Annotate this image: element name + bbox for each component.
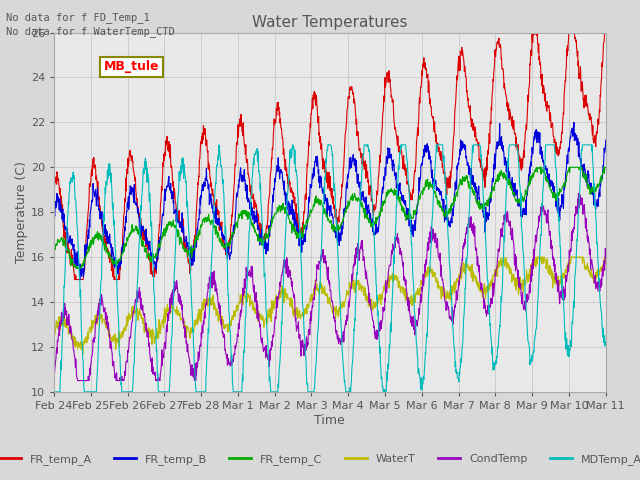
FR_temp_B <box>285 198 292 204</box>
Line: MDTemp_A: MDTemp_A <box>54 145 605 392</box>
FR_temp_B <box>50 211 58 217</box>
CondTemp <box>116 378 124 384</box>
WaterT <box>306 296 314 301</box>
FR_temp_A <box>365 177 372 183</box>
Line: FR_temp_C: FR_temp_C <box>54 167 605 268</box>
WaterT <box>285 295 292 301</box>
CondTemp <box>93 317 101 323</box>
FR_temp_A <box>71 276 79 282</box>
Text: No data for f FD_Temp_1: No data for f FD_Temp_1 <box>6 12 150 23</box>
WaterT <box>602 254 609 260</box>
MDTemp_A <box>602 340 609 346</box>
CondTemp <box>365 284 372 290</box>
FR_temp_B <box>306 192 314 198</box>
Line: FR_temp_A: FR_temp_A <box>54 33 605 279</box>
WaterT <box>116 328 124 334</box>
FR_temp_A <box>93 182 101 188</box>
FR_temp_B <box>76 276 84 282</box>
FR_temp_A <box>285 185 292 191</box>
CondTemp <box>50 373 58 379</box>
MDTemp_A <box>93 381 100 386</box>
FR_temp_B <box>116 264 124 270</box>
MDTemp_A <box>306 389 314 395</box>
FR_temp_A <box>50 179 58 184</box>
FR_temp_C <box>93 230 101 236</box>
X-axis label: Time: Time <box>314 414 345 427</box>
CondTemp <box>296 332 304 337</box>
CondTemp <box>74 378 81 384</box>
WaterT <box>93 322 101 327</box>
FR_temp_C <box>50 243 58 249</box>
FR_temp_A <box>529 30 537 36</box>
FR_temp_C <box>602 164 609 170</box>
FR_temp_C <box>296 233 304 239</box>
Line: CondTemp: CondTemp <box>54 193 605 381</box>
FR_temp_A <box>602 30 609 36</box>
MDTemp_A <box>284 185 292 191</box>
MDTemp_A <box>296 235 304 240</box>
FR_temp_B <box>570 120 578 125</box>
MDTemp_A <box>115 348 123 354</box>
FR_temp_C <box>306 214 314 219</box>
Line: FR_temp_B: FR_temp_B <box>54 122 605 279</box>
FR_temp_B <box>602 137 609 143</box>
Line: WaterT: WaterT <box>54 257 605 354</box>
WaterT <box>296 314 304 320</box>
WaterT <box>532 254 540 260</box>
MDTemp_A <box>50 389 58 395</box>
FR_temp_C <box>365 216 372 222</box>
Legend: FR_temp_A, FR_temp_B, FR_temp_C, WaterT, CondTemp, MDTemp_A: FR_temp_A, FR_temp_B, FR_temp_C, WaterT,… <box>0 450 640 469</box>
WaterT <box>79 351 86 357</box>
FR_temp_C <box>116 258 124 264</box>
Text: MB_tule: MB_tule <box>104 60 159 73</box>
CondTemp <box>285 264 292 270</box>
FR_temp_C <box>72 265 80 271</box>
Text: No data for f WaterTemp_CTD: No data for f WaterTemp_CTD <box>6 26 175 37</box>
MDTemp_A <box>365 144 372 150</box>
FR_temp_B <box>296 239 304 244</box>
Title: Water Temperatures: Water Temperatures <box>252 15 408 30</box>
FR_temp_C <box>532 164 540 170</box>
WaterT <box>365 303 372 309</box>
CondTemp <box>575 191 582 196</box>
FR_temp_B <box>93 192 101 197</box>
MDTemp_A <box>289 142 296 148</box>
CondTemp <box>306 332 314 337</box>
WaterT <box>50 325 58 331</box>
FR_temp_C <box>285 215 292 221</box>
Y-axis label: Temperature (C): Temperature (C) <box>15 161 28 263</box>
FR_temp_A <box>116 276 124 282</box>
FR_temp_B <box>365 202 372 208</box>
FR_temp_A <box>306 131 314 137</box>
CondTemp <box>602 254 609 260</box>
FR_temp_A <box>296 229 304 235</box>
